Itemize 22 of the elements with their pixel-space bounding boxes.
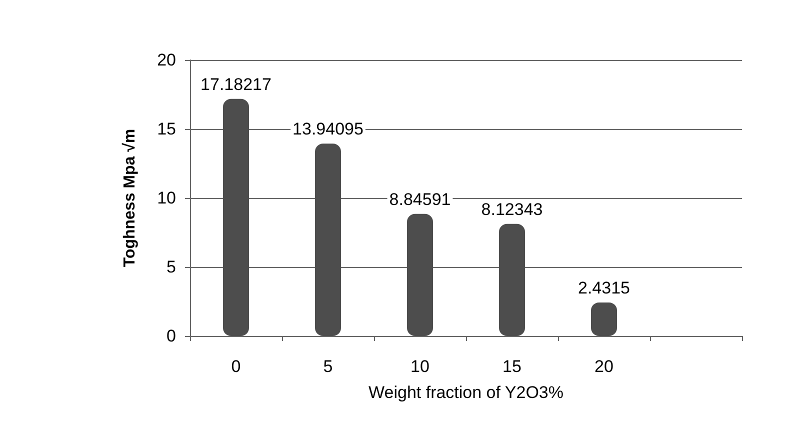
x-tick-label: 5 — [323, 357, 333, 376]
bar — [499, 224, 525, 336]
y-tick-label: 5 — [166, 258, 176, 276]
y-tick-label: 15 — [157, 120, 176, 138]
y-tick-label: 10 — [157, 188, 176, 208]
data-label: 2.4315 — [578, 278, 630, 298]
bar — [591, 302, 617, 336]
y-axis-title: Toghness Mpa √m — [122, 128, 138, 268]
x-tick-label: 15 — [502, 357, 522, 376]
data-label: 17.18217 — [200, 74, 272, 94]
y-tick-label: 0 — [166, 326, 176, 346]
bar — [223, 98, 249, 336]
bar — [407, 214, 433, 336]
data-label: 13.94095 — [292, 120, 364, 139]
x-axis-title: Weight fraction of Y2O3% — [368, 383, 564, 402]
data-label: 8.12343 — [481, 200, 543, 219]
x-tick-label: 0 — [231, 357, 241, 376]
y-tick-label: 20 — [157, 50, 176, 70]
x-tick-label: 10 — [410, 357, 430, 376]
x-tick-label: 20 — [594, 357, 614, 376]
data-label: 8.84591 — [389, 190, 451, 209]
bar — [315, 144, 341, 336]
